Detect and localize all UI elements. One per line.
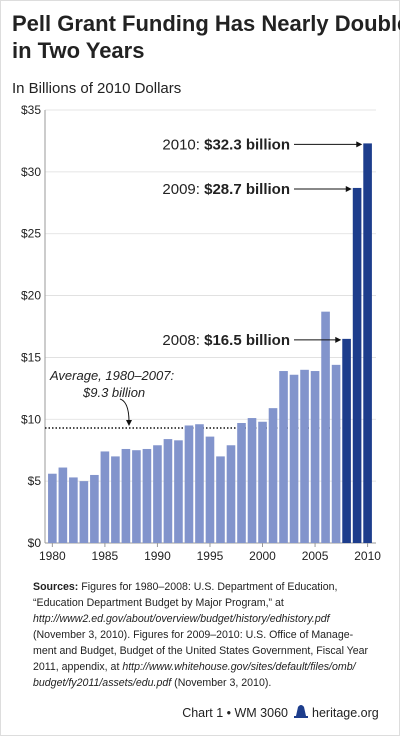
source-text: 2011, appendix, at xyxy=(33,661,122,673)
x-tick-label: 2000 xyxy=(249,549,276,563)
source-text: http://www.whitehouse.gov/sites/default/… xyxy=(122,661,356,673)
average-pointer-head xyxy=(126,419,132,426)
bar xyxy=(268,408,278,543)
bar xyxy=(289,374,299,543)
bar xyxy=(247,418,257,543)
value-label-year: 2010: xyxy=(162,136,204,153)
average-label: $9.3 billion xyxy=(82,385,145,400)
bar xyxy=(121,448,131,543)
bar xyxy=(153,445,162,543)
y-tick-label: $20 xyxy=(21,289,41,303)
bar xyxy=(142,448,152,543)
bar xyxy=(195,424,204,543)
chart-title: Pell Grant Funding Has Nearly Doubled xyxy=(12,11,400,36)
source-text: “Education Department Budget by Major Pr… xyxy=(33,597,284,609)
value-label: 2010: $32.3 billion xyxy=(162,136,290,153)
chart-subtitle: In Billions of 2010 Dollars xyxy=(12,80,181,97)
bar xyxy=(174,440,183,543)
source-line: ment and Budget, Budget of the United St… xyxy=(33,645,369,657)
bar xyxy=(352,187,362,543)
value-label-amount: $32.3 billion xyxy=(204,136,290,153)
bar xyxy=(237,422,246,543)
footer-site: heritage.org xyxy=(312,706,379,720)
bar xyxy=(226,445,236,543)
source-line: Sources: Figures for 1980–2008: U.S. Dep… xyxy=(33,581,337,593)
bar xyxy=(331,364,341,543)
average-pointer xyxy=(119,398,130,422)
y-tick-label: $35 xyxy=(21,103,41,117)
bar xyxy=(184,425,194,543)
bar xyxy=(321,311,330,543)
x-tick-label: 1980 xyxy=(39,549,66,563)
bar xyxy=(79,481,89,543)
source-line: “Education Department Budget by Major Pr… xyxy=(33,597,284,609)
bar xyxy=(48,473,57,543)
x-tick-label: 2010 xyxy=(354,549,381,563)
source-text: ment and Budget, Budget of the United St… xyxy=(33,645,369,657)
source-text: (November 3, 2010). Figures for 2009–201… xyxy=(33,629,354,641)
average-label: Average, 1980–2007: xyxy=(49,368,174,383)
value-label: 2008: $16.5 billion xyxy=(162,332,290,349)
source-text: Sources: xyxy=(33,581,78,593)
source-line: http://www2.ed.gov/about/overview/budget… xyxy=(33,613,331,625)
y-tick-label: $0 xyxy=(28,536,42,550)
value-label-year: 2009: xyxy=(162,181,204,198)
x-tick-label: 1985 xyxy=(92,549,119,563)
bar xyxy=(342,338,351,543)
source-text: budget/fy2011/assets/edu.pdf xyxy=(33,677,172,689)
source-line: 2011, appendix, at http://www.whitehouse… xyxy=(33,661,357,673)
bar xyxy=(363,143,372,543)
bar xyxy=(216,456,225,543)
value-pointer-head xyxy=(335,336,342,343)
y-tick-label: $30 xyxy=(21,165,41,179)
bar xyxy=(163,439,173,543)
bar xyxy=(258,421,267,543)
bar xyxy=(279,371,288,543)
source-text: http://www2.ed.gov/about/overview/budget… xyxy=(33,613,331,625)
x-tick-label: 1990 xyxy=(144,549,171,563)
y-tick-label: $5 xyxy=(28,474,42,488)
value-pointer-head xyxy=(345,185,352,192)
bar xyxy=(205,436,215,543)
source-text: Figures for 1980–2008: U.S. Department o… xyxy=(78,581,337,593)
y-tick-label: $15 xyxy=(21,350,41,364)
source-line: (November 3, 2010). Figures for 2009–201… xyxy=(33,629,354,641)
bar xyxy=(58,467,68,543)
y-tick-label: $10 xyxy=(21,412,41,426)
source-line: budget/fy2011/assets/edu.pdf (November 3… xyxy=(33,677,271,689)
y-tick-label: $25 xyxy=(21,227,41,241)
bar xyxy=(90,474,99,543)
bar xyxy=(69,477,78,543)
x-tick-label: 2005 xyxy=(302,549,329,563)
value-label-amount: $16.5 billion xyxy=(204,332,290,349)
bar xyxy=(132,450,141,543)
chart-title: in Two Years xyxy=(12,38,144,63)
footer-chart-label: Chart 1 • WM 3060 xyxy=(182,706,288,720)
x-tick-label: 1995 xyxy=(197,549,224,563)
bar xyxy=(111,456,120,543)
bar xyxy=(310,371,320,543)
value-label: 2009: $28.7 billion xyxy=(162,181,290,198)
value-label-amount: $28.7 billion xyxy=(204,181,290,198)
bar xyxy=(100,451,110,543)
logo-icon xyxy=(294,705,308,718)
source-text: (November 3, 2010). xyxy=(171,677,271,689)
bar xyxy=(300,369,309,543)
value-label-year: 2008: xyxy=(162,332,204,349)
value-pointer-head xyxy=(356,141,363,148)
